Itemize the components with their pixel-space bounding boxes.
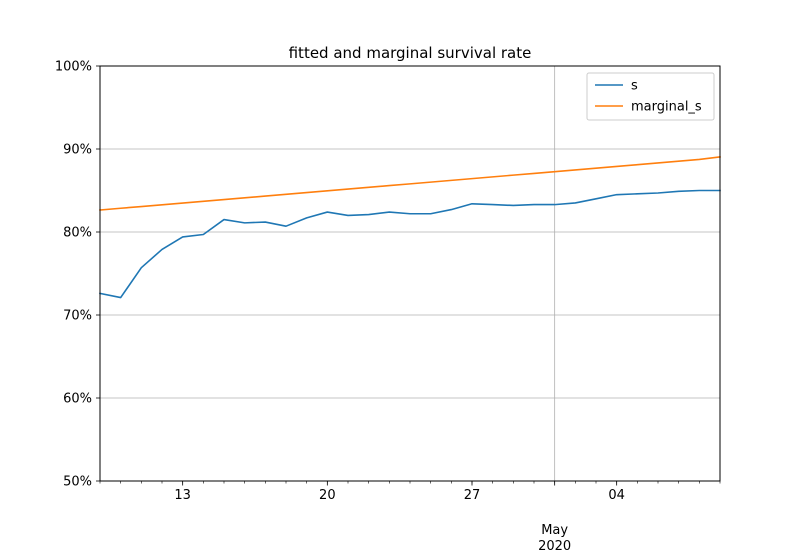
legend-label-s: s [631,79,638,94]
y-tick-label: 70% [63,309,92,324]
x-year-label: 2020 [538,539,571,550]
series-line-marginal-s [99,155,721,211]
legend: s marginal_s [586,72,715,121]
grid-layer [100,66,720,481]
y-tick-label: 100% [55,60,92,75]
chart-title: fitted and marginal survival rate [289,44,532,62]
y-tick-label: 90% [63,143,92,158]
legend-label-marginal-s: marginal_s [631,100,702,115]
x-month-label: May [541,523,568,538]
plot-frame [99,65,721,482]
x-tick-label: 13 [174,488,191,503]
y-tick-label: 80% [63,226,92,241]
x-tick-label: 20 [319,488,336,503]
y-tick-label: 60% [63,392,92,407]
y-tick-label: 50% [63,475,92,490]
x-tick-label: 27 [464,488,481,503]
series-layer [99,155,721,299]
series-line-s [99,189,721,299]
x-tick-label: 04 [608,488,625,503]
